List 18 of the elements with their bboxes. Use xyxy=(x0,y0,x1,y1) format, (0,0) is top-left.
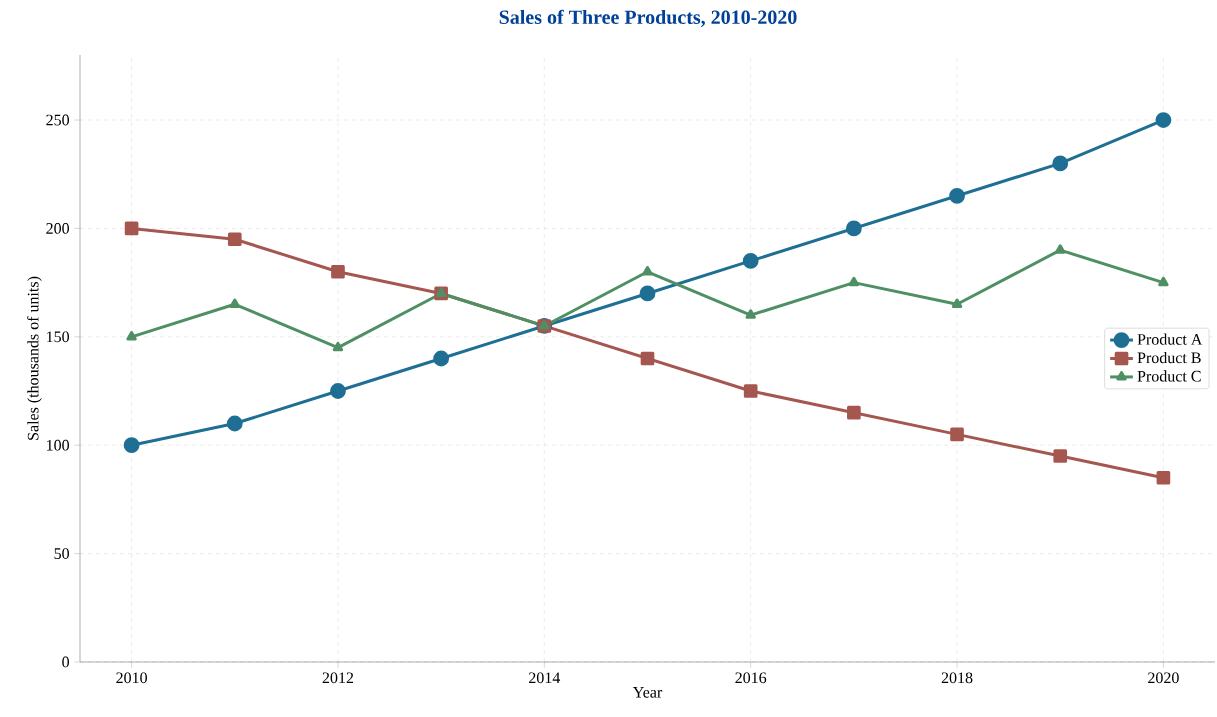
x-tick-label: 2018 xyxy=(941,672,973,684)
x-tick-label: 2014 xyxy=(529,672,561,684)
x-axis-title: Year xyxy=(632,687,663,698)
legend-label: Product A xyxy=(1137,333,1203,345)
x-tick-label: 2020 xyxy=(1148,672,1179,684)
legend-label: Product B xyxy=(1137,351,1201,364)
y-tick-label: 50 xyxy=(54,548,69,559)
y-tick-label: 250 xyxy=(46,114,69,126)
y-axis-title: Sales (thousands of units) xyxy=(27,276,42,440)
x-tick-label: 2016 xyxy=(735,672,767,684)
y-tick-label: 0 xyxy=(62,656,69,668)
y-tick-label: 100 xyxy=(47,439,69,451)
chart-title: Sales of Three Products, 2010-2020 xyxy=(499,9,797,27)
x-tick-label: 2012 xyxy=(322,672,354,684)
y-tick-label: 150 xyxy=(47,331,69,343)
y-tick-label: 200 xyxy=(46,223,69,234)
x-tick-label: 2010 xyxy=(116,672,147,684)
legend-label: Product C xyxy=(1137,370,1201,382)
